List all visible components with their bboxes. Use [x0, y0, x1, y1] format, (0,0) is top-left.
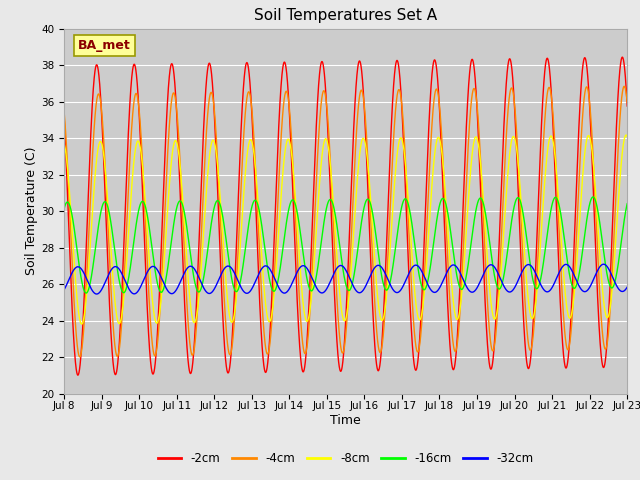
-2cm	[218, 284, 225, 289]
-2cm	[618, 54, 626, 60]
-32cm	[600, 261, 607, 267]
Legend: -2cm, -4cm, -8cm, -16cm, -32cm: -2cm, -4cm, -8cm, -16cm, -32cm	[153, 447, 538, 469]
X-axis label: Time: Time	[330, 414, 361, 427]
Title: Soil Temperatures Set A: Soil Temperatures Set A	[254, 9, 437, 24]
-4cm	[76, 354, 84, 360]
-32cm	[181, 269, 189, 275]
-4cm	[623, 100, 631, 106]
-16cm	[218, 207, 225, 213]
-2cm	[401, 168, 408, 173]
-8cm	[60, 141, 68, 146]
-2cm	[570, 250, 578, 255]
-4cm	[218, 240, 225, 245]
-16cm	[623, 202, 631, 207]
-32cm	[401, 280, 408, 286]
-8cm	[623, 133, 631, 139]
Line: -2cm: -2cm	[64, 57, 627, 375]
-16cm	[401, 196, 408, 202]
-2cm	[74, 372, 82, 378]
-4cm	[620, 84, 628, 89]
-8cm	[181, 228, 189, 233]
Line: -16cm: -16cm	[64, 197, 627, 293]
-16cm	[60, 206, 68, 212]
-32cm	[218, 271, 225, 276]
-16cm	[570, 285, 578, 291]
Line: -8cm: -8cm	[64, 135, 627, 324]
-32cm	[623, 284, 631, 290]
-16cm	[411, 240, 419, 246]
-16cm	[623, 201, 631, 206]
-32cm	[623, 285, 631, 290]
-8cm	[78, 321, 86, 327]
-8cm	[622, 132, 630, 138]
-16cm	[589, 194, 597, 200]
Text: BA_met: BA_met	[78, 39, 131, 52]
-2cm	[181, 305, 189, 311]
-2cm	[623, 103, 631, 109]
-2cm	[411, 364, 419, 370]
-4cm	[570, 287, 578, 292]
-4cm	[181, 260, 189, 265]
Line: -32cm: -32cm	[64, 264, 627, 294]
-2cm	[60, 111, 68, 117]
-4cm	[60, 108, 68, 114]
-8cm	[411, 287, 419, 292]
-8cm	[218, 213, 225, 218]
-4cm	[623, 98, 631, 104]
Y-axis label: Soil Temperature (C): Soil Temperature (C)	[25, 147, 38, 276]
-16cm	[181, 212, 189, 217]
-4cm	[401, 143, 408, 149]
-16cm	[83, 290, 90, 296]
-8cm	[570, 295, 578, 300]
-8cm	[401, 154, 408, 159]
-8cm	[623, 134, 631, 140]
-32cm	[93, 291, 100, 297]
-32cm	[60, 287, 68, 293]
-32cm	[411, 263, 419, 268]
-32cm	[570, 272, 578, 277]
Line: -4cm: -4cm	[64, 86, 627, 357]
-4cm	[411, 331, 419, 337]
-2cm	[623, 100, 631, 106]
